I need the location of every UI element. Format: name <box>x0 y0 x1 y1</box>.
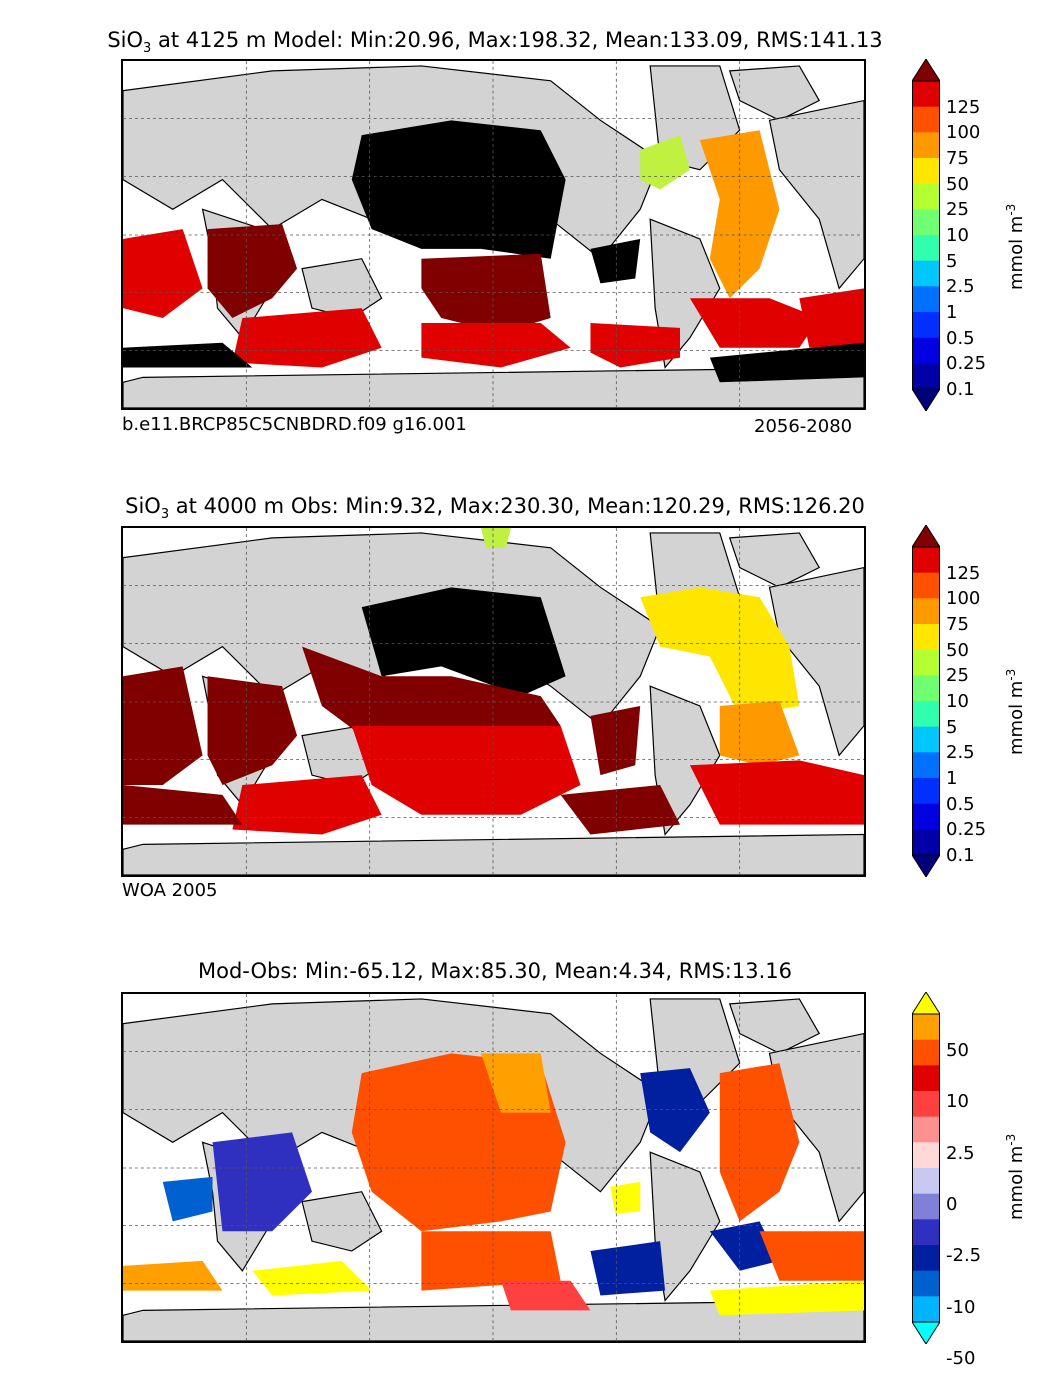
colorbar-tick-label: 0.1 <box>946 379 975 400</box>
panel3-colorbar <box>912 992 940 1344</box>
panel2-source-label: WOA 2005 <box>122 880 218 901</box>
colorbar-block <box>912 235 940 262</box>
colorbar-tick-label: 2.5 <box>946 276 975 298</box>
colorbar-tick-label: 125 <box>946 96 981 118</box>
colorbar-block <box>912 106 940 133</box>
colorbar-tick-label: 75 <box>946 614 969 635</box>
panel2-title: SiO3 at 4000 m Obs: Min:9.32, Max:230.30… <box>125 494 865 523</box>
colorbar-block <box>912 1039 940 1066</box>
colorbar-block <box>912 337 940 364</box>
colorbar-block <box>912 829 940 856</box>
colorbar-block <box>912 1091 940 1118</box>
panel1-units: mmol m-3 <box>1004 203 1027 290</box>
colorbar-block <box>912 803 940 830</box>
colorbar-frame <box>912 1013 940 1323</box>
colorbar-tick-label: 50 <box>946 173 969 195</box>
colorbar-block <box>912 286 940 313</box>
colorbar-tick-label: 1 <box>946 302 958 323</box>
colorbar-tick-label: 25 <box>946 665 969 687</box>
colorbar-tick-label: 2.5 <box>946 742 975 764</box>
colorbar-block <box>912 1116 940 1143</box>
colorbar-tick-label: 10 <box>946 1091 969 1113</box>
colorbar-block <box>912 1168 940 1195</box>
colorbar-tick-label: -50 <box>946 1347 976 1369</box>
colorbar-tick-label: 1 <box>946 768 958 789</box>
panel3-colorbar-ramp <box>912 992 940 1344</box>
panel2-map <box>121 526 866 877</box>
colorbar-block <box>912 1065 940 1092</box>
colorbar-frame <box>912 80 940 390</box>
panel2-units: mmol m-3 <box>1004 668 1027 755</box>
colorbar-block <box>912 1142 940 1169</box>
panel2-colorbar-ramp <box>912 525 940 877</box>
panel1-title: SiO3 at 4125 m Model: Min:20.96, Max:198… <box>107 28 883 57</box>
colorbar-block <box>912 598 940 625</box>
colorbar-block <box>912 547 940 574</box>
colorbar-block <box>912 701 940 728</box>
colorbar-block <box>912 778 940 805</box>
colorbar-tick-label: 0.1 <box>946 845 975 866</box>
colorbar-top-extend <box>912 525 940 548</box>
colorbar-tick-label: 0.25 <box>946 819 987 841</box>
panel1-case-label: b.e11.BRCP85C5CNBDRD.f09 g16.001 <box>122 414 467 435</box>
colorbar-tick-label: 75 <box>946 148 969 169</box>
colorbar-block <box>912 649 940 676</box>
colorbar-tick-label: 2.5 <box>946 1142 975 1164</box>
colorbar-block <box>912 1245 940 1272</box>
panel2-colorbar <box>912 525 940 877</box>
colorbar-block <box>912 1193 940 1220</box>
colorbar-top-extend <box>912 992 940 1015</box>
colorbar-block <box>912 726 940 753</box>
colorbar-tick-label: 125 <box>946 562 981 584</box>
colorbar-block <box>912 624 940 651</box>
colorbar-block <box>912 260 940 287</box>
colorbar-tick-label: 100 <box>946 588 981 610</box>
panel3-title: Mod-Obs: Min:-65.12, Max:85.30, Mean:4.3… <box>198 959 792 983</box>
panel3-map <box>121 992 866 1343</box>
colorbar-bottom-extend <box>912 388 940 411</box>
colorbar-block <box>912 752 940 779</box>
colorbar-block <box>912 1296 940 1323</box>
colorbar-block <box>912 675 940 702</box>
colorbar-block <box>912 1014 940 1041</box>
colorbar-tick-label: 100 <box>946 122 981 144</box>
colorbar-tick-label: 0.5 <box>946 793 975 815</box>
colorbar-block <box>912 209 940 236</box>
colorbar-frame <box>912 546 940 856</box>
colorbar-tick-label: 10 <box>946 225 969 246</box>
colorbar-tick-label: 0 <box>946 1193 958 1215</box>
colorbar-top-extend <box>912 59 940 82</box>
colorbar-tick-label: 0.25 <box>946 353 987 375</box>
panel1-years-label: 2056-2080 <box>754 416 853 437</box>
colorbar-tick-label: 50 <box>946 639 969 661</box>
colorbar-block <box>912 312 940 339</box>
colorbar-tick-label: 10 <box>946 691 969 712</box>
colorbar-block <box>912 183 940 210</box>
colorbar-tick-label: -10 <box>946 1296 976 1318</box>
colorbar-tick-label: 25 <box>946 199 969 221</box>
colorbar-tick-label: -2.5 <box>946 1245 982 1267</box>
panel1-map <box>121 59 866 410</box>
colorbar-tick-label: 50 <box>946 1039 969 1061</box>
colorbar-block <box>912 1270 940 1297</box>
panel1-colorbar <box>912 59 940 411</box>
colorbar-tick-label: 5 <box>946 250 958 272</box>
colorbar-block <box>912 81 940 108</box>
colorbar-bottom-extend <box>912 854 940 877</box>
colorbar-bottom-extend <box>912 1321 940 1344</box>
panel1-colorbar-ramp <box>912 59 940 411</box>
panel3-units: mmol m-3 <box>1004 1133 1027 1220</box>
colorbar-block <box>912 158 940 185</box>
colorbar-block <box>912 363 940 390</box>
colorbar-tick-label: 0.5 <box>946 327 975 349</box>
colorbar-block <box>912 132 940 159</box>
colorbar-tick-label: 5 <box>946 716 958 738</box>
colorbar-block <box>912 572 940 599</box>
colorbar-block <box>912 1219 940 1246</box>
